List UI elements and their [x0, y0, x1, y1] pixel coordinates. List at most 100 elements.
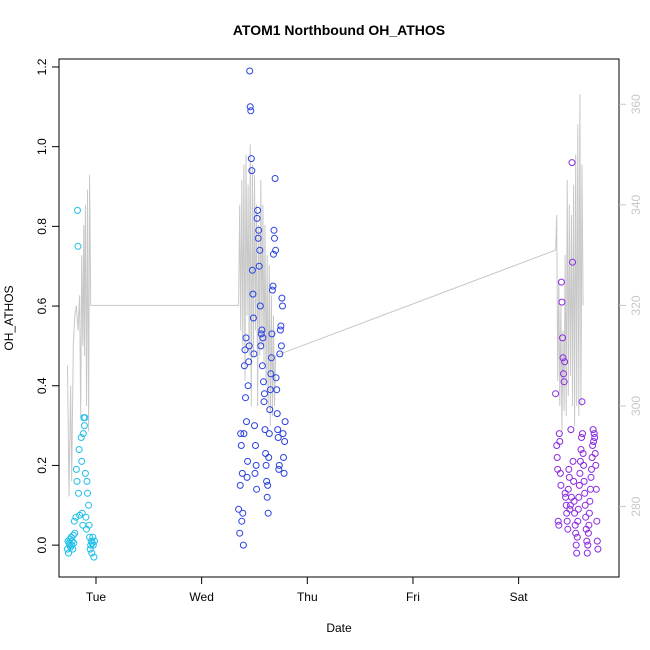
data-point: [560, 370, 567, 378]
data-point: [590, 438, 598, 445]
data-point: [583, 549, 591, 557]
x-tick-label: Fri: [406, 590, 420, 604]
data-point: [261, 390, 268, 398]
data-point: [592, 461, 600, 469]
data-point: [568, 159, 576, 167]
plot-frame: [58, 58, 620, 578]
data-point: [73, 477, 81, 485]
data-point: [567, 426, 575, 434]
data-point: [573, 533, 581, 541]
data-point: [569, 258, 576, 266]
data-point: [561, 358, 569, 366]
data-point: [85, 501, 93, 509]
y-axis-label: OH_ATHOS: [2, 285, 16, 350]
data-point: [242, 394, 249, 402]
data-point: [266, 406, 274, 414]
data-point: [75, 446, 83, 453]
data-point: [263, 493, 271, 501]
data-point: [254, 234, 262, 242]
data-point: [584, 529, 592, 537]
data-point: [238, 517, 246, 525]
data-point: [553, 454, 561, 461]
data-point: [78, 457, 86, 465]
data-point: [265, 430, 273, 438]
data-point: [277, 342, 285, 350]
data-point: [593, 537, 601, 545]
data-point: [243, 418, 250, 426]
data-point: [70, 517, 78, 525]
data-point: [577, 446, 585, 453]
y-axis-right: 280 300 320 340 360: [619, 94, 643, 517]
data-point: [72, 465, 80, 473]
data-point: [78, 509, 86, 517]
y-tick-label: 0.0: [35, 536, 49, 553]
data-point: [592, 485, 600, 493]
y-axis-left: 0.0 0.2 0.4 0.6 0.8 1.0 1.2: [35, 58, 59, 553]
data-point: [67, 533, 75, 541]
data-point: [573, 549, 581, 557]
data-point: [557, 481, 565, 489]
data-point: [273, 386, 281, 394]
data-point: [554, 517, 562, 525]
data-point: [278, 294, 286, 302]
data-point: [252, 442, 259, 449]
data-point: [79, 521, 87, 529]
data-point: [262, 461, 270, 469]
data-point: [80, 422, 88, 430]
data-point: [553, 442, 561, 449]
data-point: [248, 266, 256, 274]
data-point: [259, 334, 267, 342]
data-point: [576, 469, 584, 477]
data-point: [589, 442, 597, 449]
data-point: [239, 541, 247, 549]
data-point: [281, 418, 289, 426]
data-point: [578, 434, 585, 441]
data-point: [243, 473, 251, 481]
data-point: [565, 465, 573, 473]
data-point: [237, 430, 245, 438]
x-tick-label: Sat: [510, 590, 529, 604]
data-point: [564, 525, 572, 533]
y-tick-label: 1.2: [35, 58, 49, 75]
data-point: [582, 513, 590, 521]
data-point: [552, 390, 560, 398]
y2-tick-label: 320: [629, 295, 643, 315]
y-tick-label: 0.4: [35, 377, 49, 394]
data-point: [74, 242, 82, 250]
data-point: [241, 346, 249, 354]
y-tick-label: 0.2: [35, 457, 49, 474]
data-point: [563, 509, 571, 517]
data-point: [280, 469, 288, 477]
data-point: [572, 541, 580, 549]
data-point: [245, 358, 253, 366]
data-point: [576, 457, 584, 465]
data-point: [258, 362, 266, 370]
data-point: [81, 414, 89, 422]
x-axis: Tue Wed Thu Fri Sat: [86, 577, 528, 604]
data-point: [239, 509, 247, 517]
data-point: [578, 398, 586, 406]
data-point: [268, 330, 276, 338]
data-point: [238, 469, 246, 477]
data-point: [258, 326, 266, 334]
x-tick-label: Thu: [297, 590, 318, 604]
data-point: [247, 155, 255, 163]
data-point: [589, 426, 597, 434]
data-point: [575, 481, 583, 489]
data-point: [559, 354, 567, 362]
data-point: [267, 354, 275, 362]
data-point: [253, 485, 261, 493]
data-point: [585, 521, 593, 529]
data-point: [245, 342, 253, 350]
data-point: [257, 342, 265, 350]
data-point: [281, 438, 289, 445]
data-point: [588, 465, 595, 473]
data-point: [555, 521, 563, 529]
data-point: [261, 426, 269, 434]
data-point: [257, 330, 265, 338]
data-point: [594, 545, 602, 553]
data-point: [557, 278, 565, 286]
data-point: [276, 350, 284, 358]
data-point: [237, 442, 245, 449]
data-point: [559, 334, 566, 342]
